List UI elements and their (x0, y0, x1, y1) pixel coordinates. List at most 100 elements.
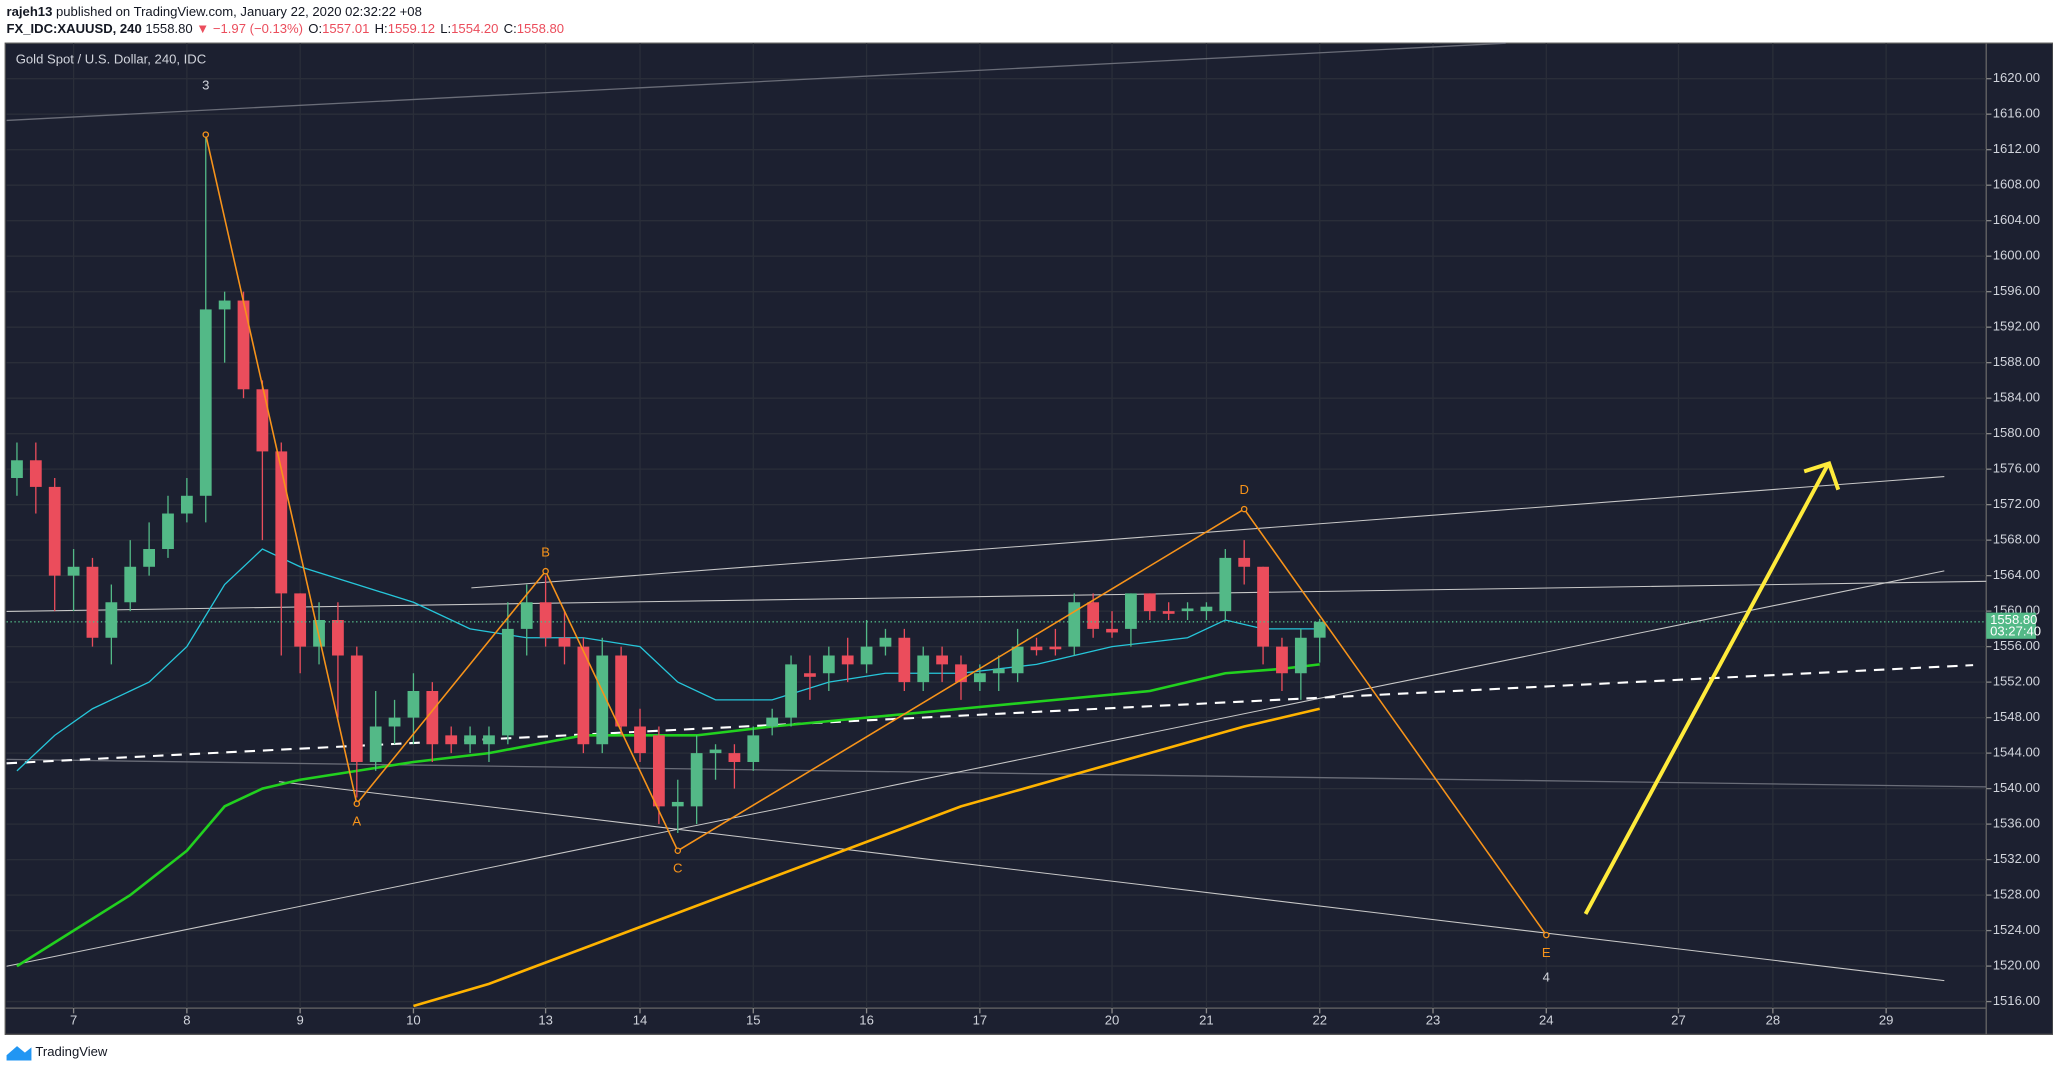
ohlc-key: O: (308, 22, 322, 37)
y-tick-label: 1572.00 (1993, 496, 2040, 511)
candle-body (218, 300, 231, 310)
x-tick-label: 28 (1766, 1013, 1781, 1028)
candle-body (407, 691, 420, 718)
ohlc-value: 1557.01 (322, 22, 369, 37)
candle-body (1219, 557, 1232, 612)
y-tick-label: 1528.00 (1993, 887, 2040, 902)
y-tick-label: 1516.00 (1993, 993, 2040, 1008)
last-price-box (1986, 612, 2036, 639)
pattern-label: A (352, 813, 361, 828)
y-tick-label: 1588.00 (1993, 354, 2040, 369)
y-tick-label: 1552.00 (1993, 674, 2040, 689)
x-tick-label: 8 (183, 1013, 190, 1028)
y-tick-label: 1620.00 (1993, 70, 2040, 85)
candle-body (1087, 602, 1100, 629)
y-tick-label: 1556.00 (1993, 638, 2040, 653)
candle-body (105, 602, 118, 638)
x-tick-label: 16 (859, 1013, 874, 1028)
candle-body (388, 717, 401, 727)
candle-body (1068, 602, 1081, 647)
candle-body (1313, 621, 1326, 638)
candle-body (671, 801, 684, 807)
y-tick-label: 1592.00 (1993, 319, 2040, 334)
candle-body (29, 460, 42, 487)
x-tick-label: 10 (406, 1013, 421, 1028)
x-tick-label: 14 (633, 1013, 648, 1028)
candle-body (237, 300, 250, 390)
ohlc-value: 1554.20 (451, 22, 498, 37)
ohlc-key: C: (504, 22, 517, 37)
x-tick-label: 7 (70, 1013, 77, 1028)
ohlc-key: L: (440, 22, 451, 37)
candle-body (785, 664, 797, 718)
candle-body (690, 753, 703, 807)
trendline (278, 781, 1945, 982)
y-tick-label: 1536.00 (1993, 816, 2040, 831)
candle-body (634, 726, 646, 754)
last-price: 1558.80 (145, 22, 192, 37)
candle-body (1143, 593, 1156, 612)
x-tick-label: 9 (297, 1013, 304, 1028)
candle-body (369, 726, 382, 762)
wave-label: 4 (1543, 970, 1550, 985)
author-line: rajeh13 published on TradingView.com, Ja… (7, 5, 422, 20)
candle-body (1181, 608, 1194, 612)
yellow-arrow (1583, 463, 1830, 915)
trendline (6, 42, 1506, 122)
brand-logo (6, 1046, 32, 1061)
candle-body (501, 628, 514, 736)
x-tick-label: 13 (538, 1013, 553, 1028)
wave-pattern (204, 134, 1547, 936)
candle-body (766, 717, 779, 727)
candle-body (747, 735, 760, 762)
candle-body (1049, 646, 1062, 650)
last-price-label: 1558.80 (1990, 612, 2037, 627)
pattern-point (1543, 931, 1550, 939)
x-tick-label: 27 (1671, 1013, 1686, 1028)
y-tick-label: 1524.00 (1993, 922, 2040, 937)
candle-body (1200, 606, 1213, 612)
candle-body (860, 646, 873, 665)
y-tick-label: 1576.00 (1993, 461, 2040, 476)
pattern-point (542, 567, 549, 575)
trendline (6, 570, 1945, 967)
candle-body (709, 749, 722, 754)
candle-body (841, 655, 854, 665)
y-tick-label: 1540.00 (1993, 780, 2040, 795)
candle-body (143, 549, 156, 567)
ohlc-value: 1559.12 (388, 22, 435, 37)
change: ▼ −1.97 (−0.13%) (196, 22, 303, 37)
y-tick-label: 1564.00 (1993, 567, 2040, 582)
pattern-point (1240, 505, 1248, 513)
candle-body (539, 602, 552, 638)
candle-body (917, 655, 930, 683)
x-tick-label: 15 (746, 1013, 761, 1028)
y-tick-label: 1544.00 (1993, 745, 2040, 760)
candle-body (294, 593, 307, 647)
candle-body (1106, 628, 1118, 633)
author: rajeh13 (7, 5, 53, 20)
drawings (6, 42, 1987, 982)
candle-body (879, 637, 892, 647)
candle-body (332, 620, 344, 656)
wave-label: 3 (202, 78, 209, 93)
x-tick-label: 20 (1105, 1013, 1120, 1028)
candle-body (86, 566, 99, 638)
candle-body (577, 646, 590, 745)
x-tick-label: 24 (1539, 1013, 1554, 1028)
candle-body (1238, 557, 1251, 567)
ohlc-key: H: (375, 22, 388, 37)
candle-body (992, 668, 1005, 674)
candle-body (445, 735, 458, 745)
candle-body (11, 460, 23, 479)
candle-body (124, 566, 137, 603)
dashed-trendline (6, 664, 1974, 765)
pattern-point (353, 800, 361, 807)
candle-body (955, 664, 967, 683)
candle-body (256, 389, 269, 452)
y-tick-label: 1520.00 (1993, 958, 2040, 973)
y-tick-label: 1548.00 (1993, 709, 2040, 724)
y-tick-label: 1568.00 (1993, 532, 2040, 547)
candle-body (520, 602, 533, 629)
